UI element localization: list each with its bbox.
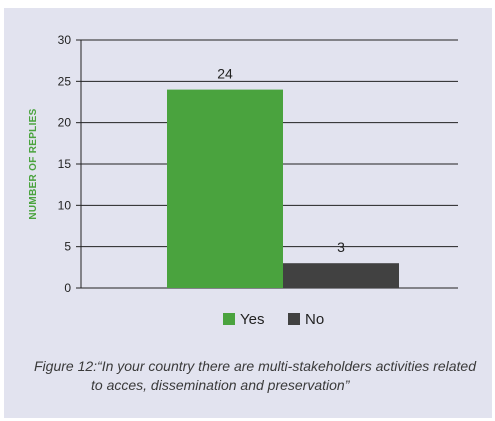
bar-yes (167, 90, 283, 288)
data-label-no: 3 (337, 239, 345, 255)
data-label-yes: 24 (217, 66, 233, 82)
y-tick-label: 0 (64, 281, 71, 295)
legend-swatch-no (288, 313, 300, 325)
legend-label-yes: Yes (240, 311, 264, 328)
y-tick-label: 20 (58, 116, 72, 130)
bars (167, 90, 399, 288)
caption-line-2: to acces, dissemination and preservation… (34, 376, 489, 395)
y-tick-label: 5 (64, 240, 71, 254)
legend: Yes No (223, 311, 324, 328)
y-tick-labels: 0 5 10 15 20 25 30 (58, 33, 72, 295)
legend-swatch-yes (223, 313, 235, 325)
y-tick-label: 25 (58, 74, 72, 88)
bar-no (283, 263, 399, 288)
caption-line-1: Figure 12:“In your country there are mul… (34, 358, 476, 374)
y-tick-label: 30 (58, 33, 72, 47)
figure-caption: Figure 12:“In your country there are mul… (34, 357, 489, 395)
y-tick-label: 15 (58, 157, 72, 171)
legend-label-no: No (305, 311, 324, 328)
y-tick-label: 10 (58, 198, 72, 212)
y-axis-label: NUMBER OF REPLIES (28, 108, 39, 219)
